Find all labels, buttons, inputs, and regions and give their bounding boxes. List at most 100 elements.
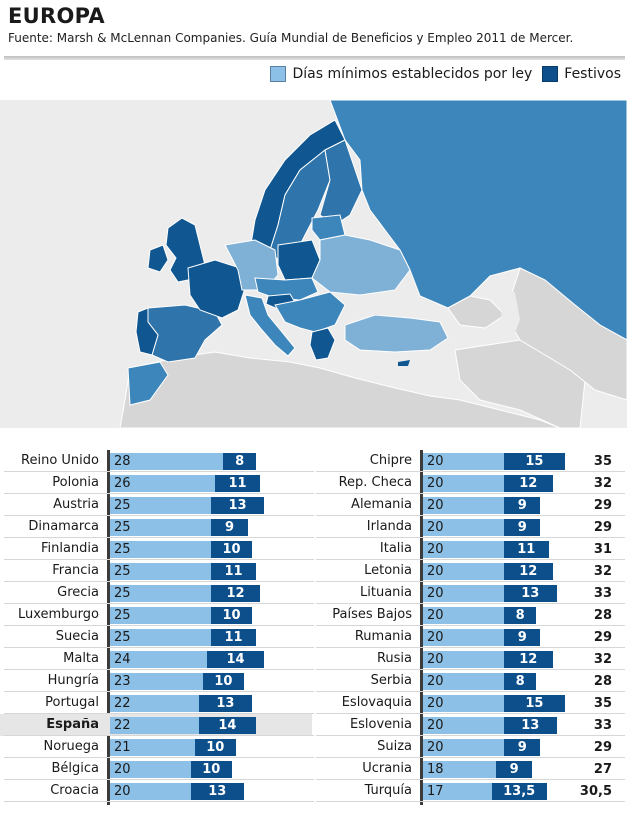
map-italy bbox=[244, 294, 296, 357]
row-separator bbox=[316, 559, 625, 560]
value-total: 32 bbox=[593, 476, 612, 491]
row-separator bbox=[4, 801, 314, 802]
map-north-africa bbox=[119, 351, 561, 428]
value-fest: 11 bbox=[517, 542, 536, 557]
row-separator bbox=[316, 493, 625, 494]
bar-fest bbox=[211, 629, 256, 646]
bar-fest bbox=[504, 739, 541, 756]
bar-fest bbox=[199, 717, 256, 734]
bar-row-right: Serbia 20 8 28 bbox=[0, 670, 627, 692]
bar-row-right: Alemania 20 9 29 bbox=[0, 494, 627, 516]
value-fest: 12 bbox=[519, 564, 538, 579]
value-fest: 9 bbox=[224, 520, 234, 535]
value-total: 29 bbox=[593, 630, 612, 645]
map-cyprus bbox=[398, 360, 410, 366]
bar-row-right: Italia 20 11 31 bbox=[0, 538, 627, 560]
bar-fest bbox=[207, 651, 264, 668]
country-label: Croacia bbox=[50, 783, 99, 798]
bar-fest bbox=[504, 453, 565, 470]
bar-row-left: Grecia 25 12 bbox=[0, 582, 627, 604]
value-fest: 8 bbox=[515, 674, 525, 689]
row-separator bbox=[316, 625, 625, 626]
map-morocco bbox=[127, 361, 169, 406]
legend: Días mínimos establecidos por ley Festiv… bbox=[260, 66, 621, 82]
bar-min bbox=[110, 651, 208, 668]
bar-min bbox=[110, 673, 204, 690]
bar-min bbox=[423, 739, 504, 756]
country-label: Finlandia bbox=[40, 541, 99, 556]
value-total: 28 bbox=[593, 674, 612, 689]
value-min: 20 bbox=[427, 674, 444, 689]
country-label: Suecia bbox=[55, 629, 99, 644]
row-separator bbox=[4, 471, 314, 472]
row-separator bbox=[316, 779, 625, 780]
value-min: 20 bbox=[427, 520, 444, 535]
country-label: Países Bajos bbox=[332, 607, 412, 622]
map-france bbox=[187, 259, 246, 319]
value-total: 32 bbox=[593, 652, 612, 667]
bar-row-right: Letonia 20 12 32 bbox=[0, 560, 627, 582]
country-label: Austria bbox=[53, 497, 99, 512]
bar-min bbox=[110, 607, 212, 624]
map-balkans bbox=[274, 291, 346, 333]
value-fest: 14 bbox=[226, 652, 245, 667]
value-fest: 13 bbox=[228, 498, 247, 513]
bar-fest bbox=[504, 651, 553, 668]
value-fest: 11 bbox=[224, 564, 243, 579]
bar-min bbox=[423, 497, 504, 514]
bar-min bbox=[110, 761, 191, 778]
legend-swatch-fest bbox=[542, 66, 559, 82]
bar-fest bbox=[504, 695, 565, 712]
value-fest: 14 bbox=[218, 718, 237, 733]
bar-fest bbox=[211, 497, 264, 514]
value-fest: 8 bbox=[235, 454, 245, 469]
country-label: Reino Unido bbox=[21, 453, 99, 468]
bar-min bbox=[423, 541, 504, 558]
bar-min bbox=[423, 563, 504, 580]
value-min: 20 bbox=[427, 454, 444, 469]
value-min: 22 bbox=[114, 696, 131, 711]
country-label: Grecia bbox=[57, 585, 99, 600]
value-fest: 8 bbox=[515, 608, 525, 623]
value-fest: 11 bbox=[224, 630, 243, 645]
row-separator bbox=[316, 515, 625, 516]
bar-row-left: Malta 24 14 bbox=[0, 648, 627, 670]
value-min: 20 bbox=[427, 586, 444, 601]
value-total: 29 bbox=[593, 520, 612, 535]
row-separator bbox=[4, 713, 314, 714]
chart-source: Fuente: Marsh & McLennan Companies. Guía… bbox=[8, 31, 574, 45]
value-total: 35 bbox=[593, 454, 612, 469]
value-fest: 9 bbox=[509, 762, 519, 777]
country-label: Turquía bbox=[364, 783, 412, 798]
country-label: Hungría bbox=[47, 673, 99, 688]
country-label: Ucrania bbox=[362, 761, 412, 776]
value-fest: 9 bbox=[517, 740, 527, 755]
value-min: 20 bbox=[427, 564, 444, 579]
value-min: 21 bbox=[114, 740, 131, 755]
country-label: Malta bbox=[63, 651, 99, 666]
row-separator bbox=[316, 691, 625, 692]
value-min: 20 bbox=[427, 696, 444, 711]
value-min: 25 bbox=[114, 608, 131, 623]
row-separator bbox=[316, 713, 625, 714]
bar-fest bbox=[504, 563, 553, 580]
value-fest: 9 bbox=[517, 630, 527, 645]
bar-fest bbox=[191, 783, 244, 800]
value-min: 20 bbox=[427, 740, 444, 755]
bar-min bbox=[110, 497, 212, 514]
value-fest: 9 bbox=[517, 498, 527, 513]
bar-row-left: Luxemburgo 25 10 bbox=[0, 604, 627, 626]
row-separator bbox=[4, 537, 314, 538]
row-separator bbox=[4, 493, 314, 494]
row-separator bbox=[4, 779, 314, 780]
bar-row-right: Rep. Checa 20 12 32 bbox=[0, 472, 627, 494]
country-label: España bbox=[46, 717, 99, 732]
value-min: 23 bbox=[114, 674, 131, 689]
bar-min bbox=[110, 475, 216, 492]
bar-fest bbox=[504, 585, 557, 602]
value-min: 20 bbox=[114, 784, 131, 799]
value-total: 29 bbox=[593, 498, 612, 513]
row-separator bbox=[4, 735, 314, 736]
bar-row-left: Portugal 22 13 bbox=[0, 692, 627, 714]
bar-row-left: Bélgica 20 10 bbox=[0, 758, 627, 780]
